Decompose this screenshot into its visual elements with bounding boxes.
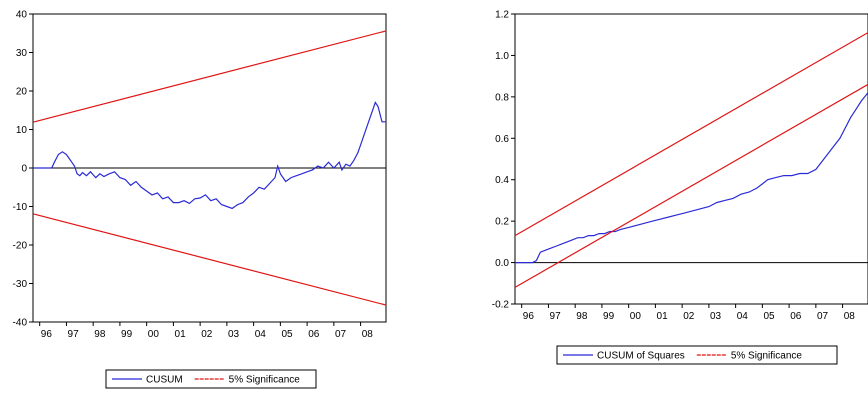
y-tick-label: -10 (13, 202, 28, 213)
y-tick-label: 10 (16, 125, 28, 136)
x-tick-label: 06 (308, 329, 320, 340)
cusum-series-line (33, 101, 386, 210)
x-tick-label: 01 (657, 311, 669, 322)
lower-significance-line (514, 83, 868, 288)
cusum-chart: 40 30 20 10 0 -10 -20 -30 -40 96 97 98 99 00 01 02 03 04 0… (13, 10, 387, 389)
legend-label-cusumsq: CUSUM of Squares (597, 351, 685, 362)
x-tick-label: 05 (763, 311, 775, 322)
y-tick-label: -20 (13, 241, 28, 252)
y-tick-label: 1.0 (495, 51, 509, 62)
y-tick-label: 30 (16, 48, 28, 59)
y-tick-label: 0.0 (495, 258, 509, 269)
y-tick-label: 0 (21, 164, 27, 175)
x-tick-label: 01 (175, 329, 187, 340)
x-tick-label: 97 (550, 311, 562, 322)
x-tick-label: 02 (683, 311, 695, 322)
y-tick-label: 20 (16, 87, 28, 98)
legend-label-significance: 5% Significance (731, 351, 803, 362)
plot-frame (514, 13, 868, 305)
y-tick-label: 0.2 (495, 217, 509, 228)
x-tick-label: 98 (576, 311, 588, 322)
y-tick-label: 40 (16, 10, 28, 21)
legend-label-cusum: CUSUM (146, 375, 183, 386)
x-tick-label: 07 (817, 311, 829, 322)
x-tick-label: 00 (148, 329, 160, 340)
y-tick-label: -0.2 (492, 300, 510, 311)
x-tick-label: 03 (710, 311, 722, 322)
x-tick-label: 08 (844, 311, 856, 322)
x-tick-label: 99 (603, 311, 615, 322)
x-tick-label: 07 (335, 329, 347, 340)
y-tick-label: 0.4 (495, 175, 509, 186)
x-tick-label: 99 (121, 329, 133, 340)
y-tick-label: -30 (13, 279, 28, 290)
x-tick-label: 98 (94, 329, 106, 340)
x-tick-label: 00 (630, 311, 642, 322)
x-tick-label: 08 (362, 329, 374, 340)
cusum-squares-chart: 1.2 1.0 0.8 0.6 0.4 0.2 0.0 -0.2 96 97 98 99 00 01 02 0… (492, 10, 868, 365)
x-tick-label: 04 (255, 329, 267, 340)
x-tick-label: 04 (737, 311, 749, 322)
x-tick-label: 96 (523, 311, 535, 322)
lower-significance-line (32, 213, 387, 306)
upper-significance-line (32, 30, 387, 123)
x-tick-label: 02 (201, 329, 213, 340)
cusumsq-series-line (515, 92, 868, 264)
x-tick-label: 97 (68, 329, 80, 340)
x-tick-label: 06 (790, 311, 802, 322)
x-tick-label: 03 (228, 329, 240, 340)
y-tick-label: 1.2 (495, 10, 509, 21)
x-tick-label: 05 (281, 329, 293, 340)
y-tick-label: 0.6 (495, 134, 509, 145)
legend-label-significance: 5% Significance (229, 375, 301, 386)
y-tick-label: 0.8 (495, 92, 509, 103)
upper-significance-line (514, 32, 868, 237)
x-tick-label: 96 (41, 329, 53, 340)
y-tick-label: -40 (13, 318, 28, 329)
